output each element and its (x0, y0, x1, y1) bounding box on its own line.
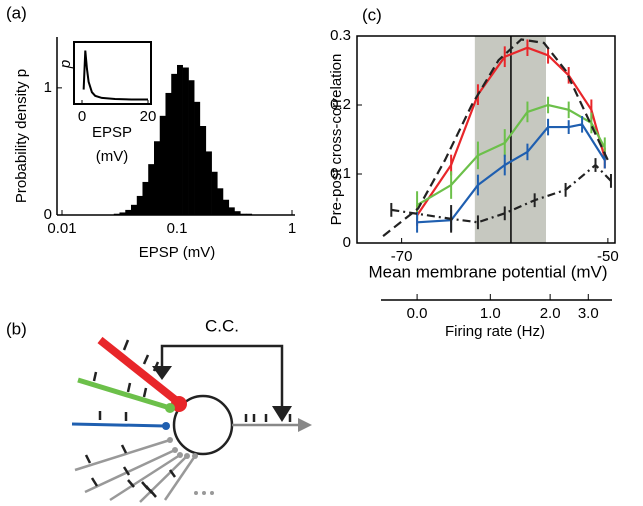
line (82, 50, 148, 101)
x2-tick-label: 2.0 (540, 305, 561, 322)
x-tick-label: -50 (597, 248, 619, 265)
bar (171, 73, 178, 215)
bar (148, 164, 155, 215)
x-tick-label: 1 (288, 220, 296, 237)
y-tick-label: 0 (44, 206, 52, 223)
arrowhead (152, 366, 172, 380)
bar (228, 207, 235, 215)
synapse-dot (162, 422, 170, 430)
x2-tick-label: 3.0 (578, 305, 599, 322)
bar (205, 151, 212, 215)
input-spikes (84, 339, 177, 498)
x-tick-label: 20 (140, 108, 157, 125)
bar (188, 80, 195, 215)
bar (165, 92, 172, 215)
x-tick-label: -70 (391, 248, 413, 265)
bar (159, 115, 166, 215)
x-axis-label: (mV) (96, 148, 129, 165)
bar (177, 64, 183, 215)
bar (211, 171, 218, 215)
synapse-red (97, 336, 181, 406)
bar (182, 67, 189, 215)
x-tick-label: 0.01 (47, 220, 76, 237)
bar (234, 211, 241, 215)
y-axis-label: Pre-post cross-correlation (328, 54, 345, 226)
y-tick-label: 0.1 (330, 165, 351, 182)
panel-label: (a) (6, 3, 27, 22)
bar (136, 195, 143, 215)
bar (222, 199, 230, 215)
y-tick-label: 0.2 (330, 96, 351, 113)
x-axis-label: EPSP (92, 124, 132, 141)
synapses-grey (74, 438, 197, 503)
bar (130, 204, 138, 215)
y-tick-label: 1 (44, 79, 52, 96)
synapse-green (77, 377, 171, 411)
diagram: (b) C.C. (6, 316, 312, 503)
y-axis-label: Probability density p (13, 69, 30, 203)
frame (356, 35, 616, 244)
bar (154, 141, 161, 215)
y-axis-label: p (57, 60, 74, 69)
cc-label: C.C. (205, 316, 239, 335)
y-tick-label: 0 (343, 234, 351, 251)
series-line (382, 38, 609, 237)
arrowhead (272, 406, 292, 422)
synapse-blue (71, 422, 166, 428)
synapse-dot (165, 403, 175, 413)
bar (199, 126, 207, 215)
x-tick-label: 0.1 (167, 220, 188, 237)
x2-tick-label: 1.0 (480, 305, 501, 322)
x-axis-label: EPSP (mV) (139, 244, 215, 261)
x-axis-label: Mean membrane potential (mV) (368, 262, 607, 281)
x-tick-label: 0 (78, 108, 86, 125)
bar (194, 101, 201, 215)
bar (217, 188, 224, 215)
bar (119, 212, 126, 215)
cc-bracket (160, 344, 284, 408)
panel-label: (c) (362, 5, 382, 24)
panel-label: (b) (6, 319, 27, 338)
arrowhead (298, 418, 312, 432)
x2-tick-label: 0.0 (407, 305, 428, 322)
y-tick-label: 0.3 (330, 27, 351, 44)
bar (125, 209, 132, 215)
output-spikes (244, 414, 292, 422)
bar (142, 181, 149, 215)
series-line (391, 163, 612, 224)
x2-axis-label: Firing rate (Hz) (445, 323, 545, 340)
synapse-dots (167, 437, 214, 495)
